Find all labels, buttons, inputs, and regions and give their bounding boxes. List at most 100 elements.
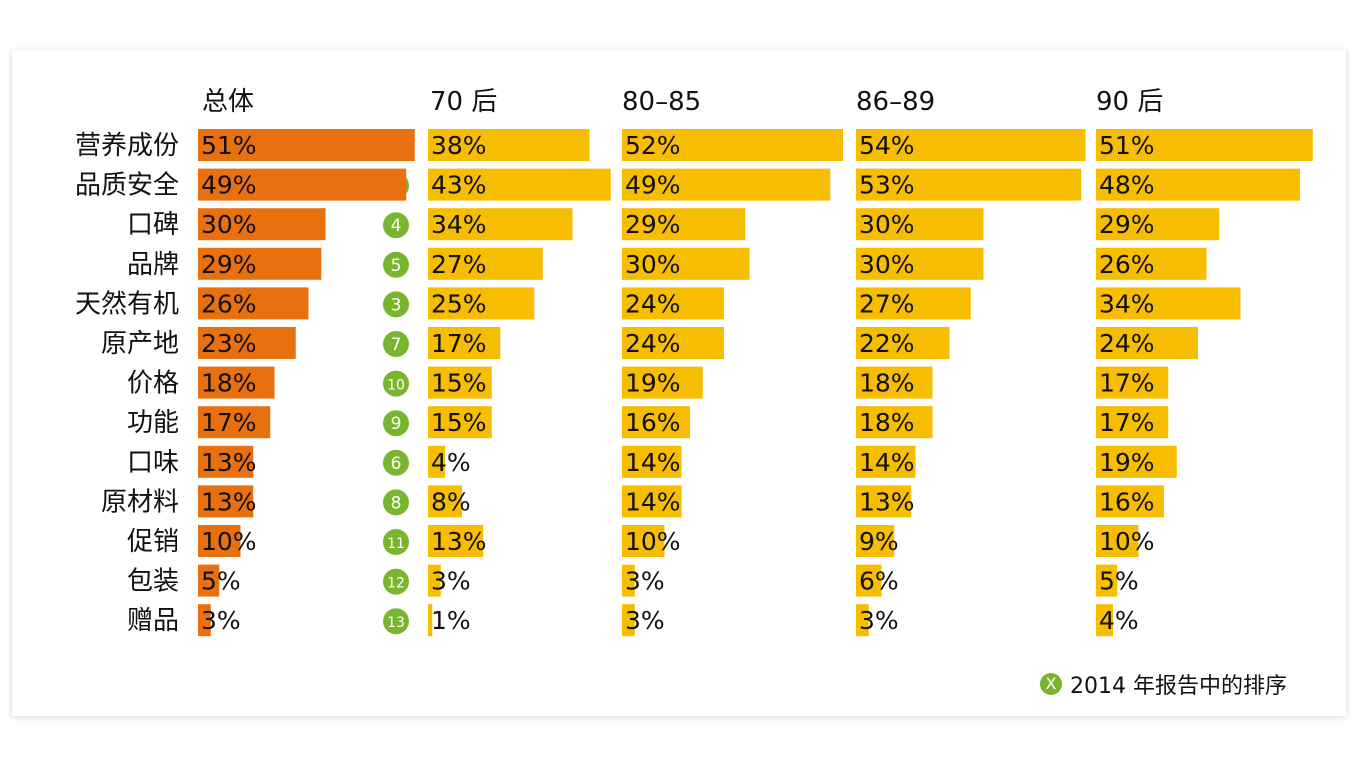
bar-value-label: 5%	[201, 567, 241, 596]
bar	[428, 327, 501, 359]
rank-number: 12	[387, 576, 405, 592]
bar-value-label: 29%	[625, 210, 681, 239]
series-header: 86–89	[856, 87, 935, 117]
bar	[856, 525, 895, 557]
series-header: 70 后	[430, 87, 497, 117]
bar	[428, 445, 445, 478]
bar	[622, 445, 682, 478]
bar-value-label: 13%	[201, 487, 257, 516]
bar-value-label: 3%	[625, 606, 665, 635]
series-header: 90 后	[1096, 87, 1163, 117]
bar-value-label: 29%	[1099, 210, 1155, 239]
bar-value-label: 24%	[625, 329, 681, 358]
bar-value-label: 30%	[859, 250, 915, 279]
bar	[198, 445, 254, 478]
bar	[622, 247, 750, 280]
bar	[198, 327, 296, 359]
rank-circle	[383, 251, 409, 278]
bar-value-label: 16%	[625, 408, 681, 437]
legend-label: 2014 年报告中的排序	[1070, 674, 1287, 699]
bar	[428, 366, 492, 399]
bar	[622, 208, 746, 241]
bar-value-label: 18%	[859, 408, 915, 437]
bar	[856, 485, 912, 518]
bar-value-label: 30%	[201, 210, 257, 239]
bar-value-label: 10%	[1099, 527, 1155, 556]
bar	[198, 366, 275, 399]
bar	[428, 129, 590, 161]
category-label: 营养成份	[75, 131, 179, 161]
bar	[198, 287, 309, 320]
bar-value-label: 1%	[431, 606, 471, 635]
bar	[622, 604, 635, 637]
bar-value-label: 9%	[859, 527, 899, 556]
category-label: 价格	[127, 369, 179, 399]
bar-value-label: 25%	[431, 289, 487, 318]
bar	[622, 168, 831, 201]
category-label: 口味	[127, 448, 179, 478]
bar	[856, 604, 869, 637]
bar-value-label: 30%	[859, 210, 915, 239]
rank-circle	[383, 529, 409, 555]
bar	[622, 525, 665, 557]
bar-value-label: 52%	[625, 131, 681, 160]
bar-value-label: 29%	[201, 250, 257, 279]
legend: X 2014 年报告中的排序	[1040, 670, 1287, 699]
bar	[856, 247, 984, 280]
bar	[622, 485, 682, 518]
bar	[1096, 168, 1300, 201]
bar	[428, 406, 492, 439]
bar-value-label: 3%	[625, 567, 665, 596]
category-label: 包装	[127, 567, 179, 597]
bar	[622, 327, 724, 359]
rank-circle	[383, 608, 409, 635]
bar	[856, 327, 950, 359]
bar-value-label: 18%	[859, 369, 915, 398]
rank-number: 9	[391, 414, 402, 434]
bar-value-label: 6%	[859, 567, 899, 596]
rank-number: 5	[391, 256, 402, 276]
series-header: 80–85	[622, 87, 701, 117]
bar-value-label: 23%	[201, 329, 257, 358]
category-label: 原产地	[101, 329, 179, 359]
bar	[856, 366, 933, 399]
bar	[1096, 129, 1313, 161]
bar-value-label: 3%	[859, 606, 899, 635]
rank-number: 4	[391, 216, 402, 236]
bar-value-label: 13%	[431, 527, 487, 556]
bar	[428, 564, 441, 597]
bar-value-label: 38%	[431, 131, 487, 160]
rank-number: 11	[387, 536, 405, 552]
bar-value-label: 48%	[1099, 171, 1155, 200]
bar-value-label: 26%	[1099, 250, 1155, 279]
bar-value-label: 4%	[1099, 606, 1139, 635]
rank-number: 10	[387, 378, 405, 394]
bar-value-label: 15%	[431, 408, 487, 437]
bar	[1096, 208, 1220, 241]
category-label: 口碑	[127, 210, 179, 240]
bar-value-label: 27%	[431, 250, 487, 279]
bar-value-label: 19%	[625, 369, 681, 398]
bar-value-label: 30%	[625, 250, 681, 279]
bar	[856, 129, 1086, 161]
bar-value-label: 24%	[1099, 329, 1155, 358]
bar-value-label: 51%	[201, 131, 257, 160]
bar-value-label: 53%	[859, 171, 915, 200]
bar-value-label: 3%	[431, 567, 471, 596]
bar-value-label: 22%	[859, 329, 915, 358]
bar	[198, 525, 241, 557]
bar	[1096, 247, 1207, 280]
bar	[622, 564, 635, 597]
bar-value-label: 8%	[431, 487, 471, 516]
bar	[428, 168, 611, 201]
category-label: 赠品	[127, 606, 179, 636]
category-label: 品质安全	[75, 171, 179, 201]
bar-value-label: 24%	[625, 289, 681, 318]
legend-rank-icon: X	[1040, 673, 1062, 695]
rank-number: 8	[391, 493, 402, 513]
rank-circle	[383, 489, 409, 516]
bar	[198, 604, 211, 637]
rank-circle	[383, 212, 409, 239]
bar-value-label: 15%	[431, 369, 487, 398]
